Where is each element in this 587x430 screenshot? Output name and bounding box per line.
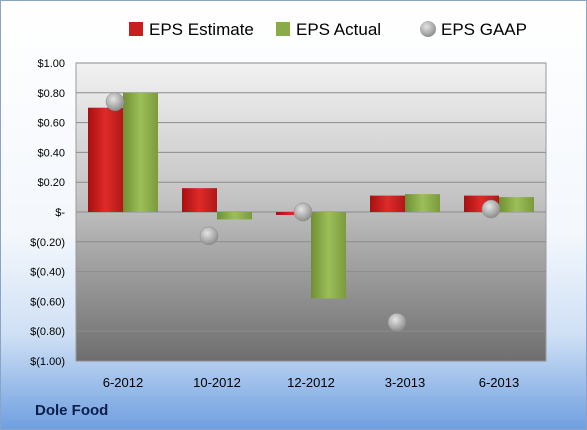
x-tick-label: 6-2012: [103, 375, 143, 390]
y-axis-ticks: $1.00 $0.80 $0.60 $0.40 $0.20 $- $(0.20) $(0.40…: [30, 58, 65, 368]
x-axis-ticks: 6-2012 10-2012 12-2012 3-2013 6-2013: [103, 375, 519, 390]
legend-swatch: [129, 22, 143, 36]
bar-eps-actual: [217, 212, 252, 220]
bar-eps-estimate: [88, 107, 123, 212]
bars: [88, 92, 534, 299]
marker-eps-gaap: [105, 92, 125, 111]
marker-eps-gaap: [481, 199, 501, 219]
y-tick-label: $0.20: [37, 177, 65, 189]
x-tick-label: 3-2013: [385, 375, 425, 390]
legend-swatch: [276, 22, 290, 36]
legend-label: EPS Estimate: [149, 20, 254, 39]
y-tick-label: $0.80: [37, 88, 65, 100]
bar-eps-actual: [311, 212, 346, 299]
marker-eps-gaap: [293, 202, 313, 222]
y-tick-label: $-: [55, 207, 65, 219]
y-tick-label: $(1.00): [30, 356, 65, 368]
x-tick-label: 6-2013: [479, 375, 519, 390]
y-tick-label: $(0.40): [30, 267, 65, 279]
legend-label: EPS Actual: [296, 20, 381, 39]
x-tick-label: 10-2012: [193, 375, 241, 390]
y-tick-label: $0.60: [37, 118, 65, 130]
y-tick-label: $0.40: [37, 147, 65, 159]
y-tick-label: $(0.60): [30, 296, 65, 308]
legend: EPS Estimate EPS Actual EPS GAAP: [129, 20, 527, 39]
bar-eps-estimate: [182, 188, 217, 212]
bar-eps-estimate: [276, 212, 311, 215]
x-tick-label: 12-2012: [287, 375, 335, 390]
y-tick-label: $(0.20): [30, 237, 65, 249]
marker-eps-gaap: [199, 226, 219, 246]
company-name: Dole Food: [35, 402, 109, 419]
bar-eps-actual: [123, 92, 158, 212]
y-tick-label: $(0.80): [30, 326, 65, 338]
legend-swatch: [420, 21, 436, 37]
gaap-markers: [105, 92, 501, 332]
bar-eps-actual: [405, 194, 440, 212]
y-tick-label: $1.00: [37, 58, 65, 70]
legend-label: EPS GAAP: [441, 20, 527, 39]
bar-eps-actual: [499, 197, 534, 212]
marker-eps-gaap: [387, 313, 407, 332]
bar-eps-estimate: [370, 195, 405, 212]
